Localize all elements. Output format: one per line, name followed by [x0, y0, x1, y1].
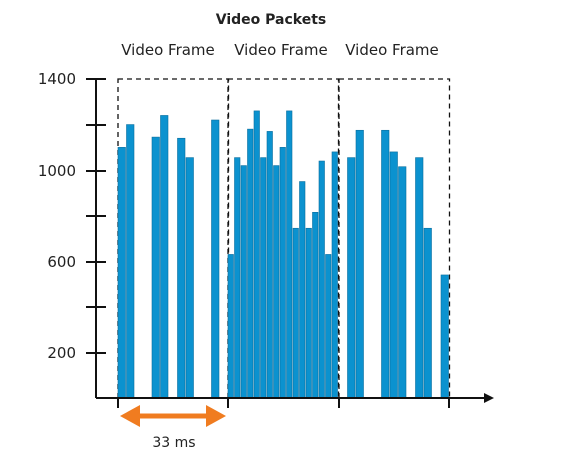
frame-box-1 [117, 78, 230, 399]
bar-frame2-10 [286, 110, 293, 399]
bar-frame3-13 [440, 274, 449, 399]
frame-boxes [117, 78, 451, 399]
bar-frame2-12 [299, 181, 306, 399]
bar-frame3-2 [347, 157, 356, 399]
frame-label-2: Video Frame [234, 41, 328, 59]
bar-frame1-1 [117, 147, 126, 399]
bar-frame2-13 [305, 227, 312, 399]
y-tick-label-1400: 1400 [38, 70, 76, 88]
frame-label-1: Video Frame [121, 41, 215, 59]
bar-frame2-1 [227, 254, 234, 399]
bar-frame1-9 [185, 157, 194, 399]
bar-frame1-8 [177, 137, 186, 399]
x-axis [96, 393, 494, 408]
bar-frame2-11 [292, 227, 299, 399]
bar-frame3-3 [355, 129, 364, 399]
bar-frame1-6 [160, 115, 169, 399]
frame-box-3 [338, 78, 451, 399]
bars-group [117, 110, 449, 399]
y-tick-label-200: 200 [47, 344, 76, 362]
bar-frame2-14 [312, 212, 319, 399]
y-tick-label-1000: 1000 [38, 162, 76, 180]
bar-frame2-17 [331, 151, 338, 399]
frame-label-3: Video Frame [345, 41, 439, 59]
bar-frame2-4 [247, 128, 254, 399]
bar-frame2-5 [253, 110, 260, 399]
frame-box-2 [227, 78, 340, 399]
bar-frame1-5 [151, 136, 160, 399]
bar-frame1-12 [211, 119, 220, 399]
bar-frame2-3 [240, 165, 247, 399]
bar-frame2-16 [325, 254, 332, 399]
bar-frame1-2 [126, 124, 135, 399]
bar-frame3-7 [389, 151, 398, 399]
bar-frame2-15 [318, 160, 325, 399]
bar-frame3-10 [415, 157, 424, 399]
bar-frame3-6 [381, 129, 390, 399]
bar-frame3-11 [423, 227, 432, 399]
y-axis [86, 78, 106, 398]
bar-frame2-7 [266, 131, 273, 399]
duration-arrow [120, 405, 226, 427]
bar-frame2-2 [234, 157, 241, 399]
bar-frame3-8 [398, 166, 407, 399]
duration-label: 33 ms [152, 435, 195, 451]
bar-frame2-8 [273, 165, 280, 399]
bar-frame2-9 [279, 147, 286, 399]
bar-frame2-6 [260, 157, 267, 399]
y-tick-label-600: 600 [47, 253, 76, 271]
chart-title: Video Packets [216, 12, 326, 28]
